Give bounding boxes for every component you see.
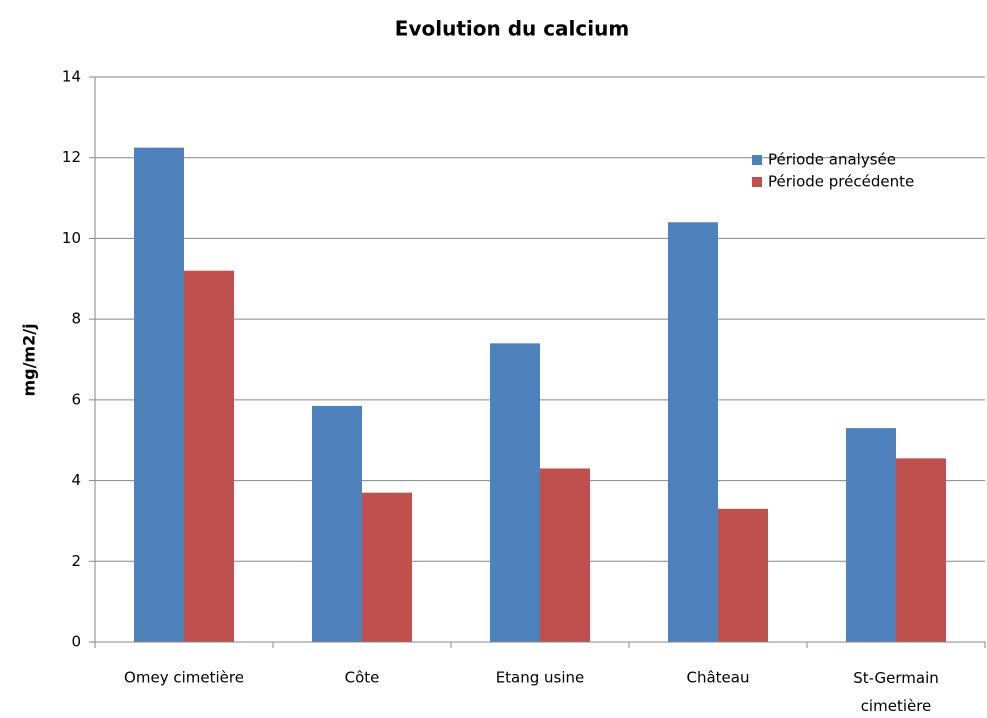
legend-label: Période précédente <box>768 173 914 191</box>
x-tick-label: Omey cimetière <box>124 669 244 687</box>
legend-swatch <box>752 155 762 165</box>
bar <box>718 508 768 642</box>
x-tick-label: St-Germain cimetière <box>853 669 939 715</box>
y-tick-label: 12 <box>62 148 81 166</box>
bar <box>668 222 718 643</box>
legend-swatch <box>752 177 762 187</box>
chart-title: Evolution du calcium <box>395 17 629 41</box>
bar <box>362 492 412 642</box>
x-tick-label-line: St-Germain <box>853 669 939 687</box>
y-tick-label: 10 <box>62 229 81 247</box>
bar <box>846 428 896 642</box>
bar <box>540 468 590 642</box>
y-tick-label: 8 <box>71 310 81 328</box>
x-tick-label-line: cimetière <box>861 697 932 715</box>
legend-label: Période analysée <box>768 151 896 169</box>
bar <box>184 270 234 642</box>
y-tick-label: 6 <box>71 390 81 408</box>
y-tick-label: 14 <box>62 68 81 86</box>
y-tick-label: 0 <box>71 633 81 651</box>
bar <box>490 343 540 642</box>
bar <box>134 147 184 642</box>
bar <box>312 405 362 642</box>
y-axis-title: mg/m2/j <box>20 323 39 396</box>
y-tick-label: 4 <box>71 471 81 489</box>
x-tick-label: Château <box>687 669 750 687</box>
y-tick-label: 2 <box>71 552 81 570</box>
x-tick-label: Etang usine <box>496 669 585 687</box>
x-tick-label: Côte <box>345 669 380 687</box>
bar <box>896 458 946 642</box>
